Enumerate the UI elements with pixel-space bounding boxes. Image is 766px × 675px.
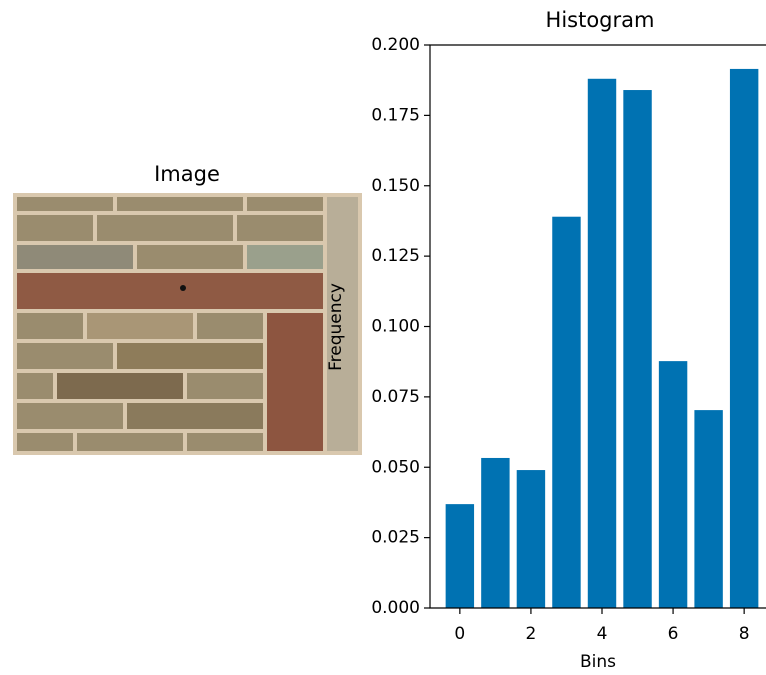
bar [623,90,651,608]
bar [730,69,758,608]
x-tick-label: 6 [668,624,679,644]
x-tick-label: 2 [526,624,537,644]
y-tick-label: 0.050 [371,457,420,477]
x-tick-label: 8 [739,624,750,644]
figure: Image Histogram Bins Frequency 0.000 0.02… [0,0,766,675]
y-axis-label: Frequency [326,283,346,371]
bar [446,504,474,608]
photo [15,195,360,453]
y-tick-label: 0.125 [371,246,420,266]
bar [588,79,616,608]
x-tick-label: 0 [454,624,465,644]
x-tick-label: 4 [597,624,608,644]
image-title: Image [154,162,220,186]
bar [659,361,687,608]
y-tick-label: 0.150 [371,176,420,196]
y-tick-label: 0.075 [371,387,420,407]
bar [694,410,722,608]
y-tick-label: 0.100 [371,317,420,337]
bar [481,458,509,608]
y-tick-label: 0.000 [371,598,420,618]
chart-title: Histogram [546,8,655,32]
x-axis-label: Bins [580,652,616,672]
y-tick-label: 0.025 [371,528,420,548]
y-tick-label: 0.200 [371,35,420,55]
bar [517,470,545,608]
y-tick-label: 0.175 [371,105,420,125]
bar [552,217,580,608]
